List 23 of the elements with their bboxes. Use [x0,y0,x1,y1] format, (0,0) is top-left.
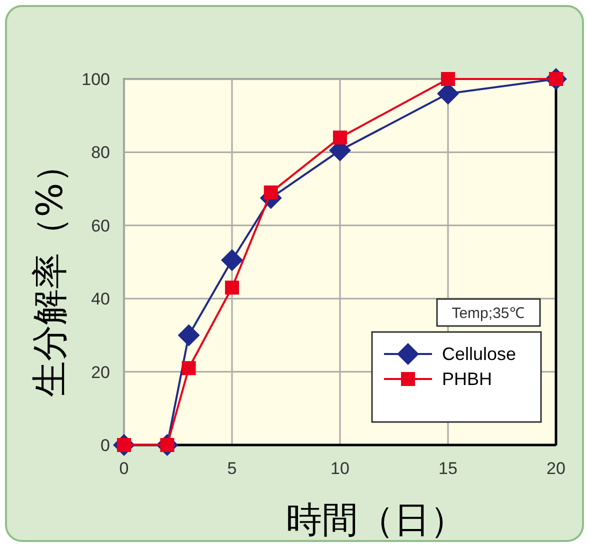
x-tick-label: 0 [119,459,129,478]
annotation: Temp;35℃ [452,305,524,322]
legend-label: Cellulose [442,344,516,364]
y-tick-label: 80 [91,143,110,162]
x-tick-label: 20 [546,459,566,478]
y-tick-label: 0 [100,436,110,455]
y-tick-label: 40 [91,290,110,309]
y-tick-label: 60 [91,216,110,236]
y-tick-label: 20 [91,362,110,382]
point [221,249,243,272]
point [182,361,196,376]
point [225,280,239,295]
point [178,324,200,346]
x-axis-title: 時間（日） [286,500,466,541]
x-tick-label: 5 [227,459,237,478]
point [264,185,278,200]
point [333,130,347,145]
x-tick-label: 15 [438,459,458,478]
point [441,72,455,86]
y-axis-title: 生分解率（%） [30,146,71,398]
y-tick-label: 100 [82,70,110,89]
legend-label: PHBH [442,369,492,389]
x-tick-label: 10 [330,459,350,478]
